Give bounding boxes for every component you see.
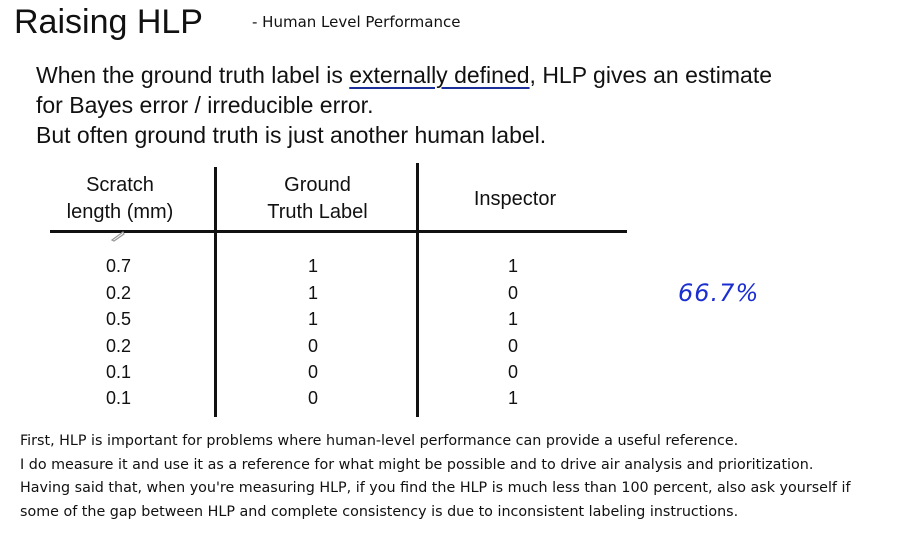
notes-line-1: First, HLP is important for problems whe… bbox=[20, 433, 739, 449]
header-ground-line1: Ground bbox=[284, 174, 351, 196]
cell-inspector: 0 bbox=[508, 362, 519, 382]
cell-ground: 0 bbox=[308, 336, 319, 356]
cell-ground: 1 bbox=[308, 256, 319, 276]
cell-inspector: 1 bbox=[508, 309, 519, 329]
slide-line-1-after: , HLP gives an estimate bbox=[529, 62, 773, 88]
cell-scratch: 0.2 bbox=[106, 283, 132, 303]
cell-ground: 1 bbox=[308, 309, 319, 329]
handwritten-agreement-annotation: 66.7% bbox=[678, 279, 760, 307]
cell-inspector: 1 bbox=[508, 388, 519, 408]
table-divider-2 bbox=[416, 163, 419, 417]
header-scratch-line1: Scratch bbox=[86, 174, 154, 196]
cell-scratch: 0.2 bbox=[106, 336, 132, 356]
cell-ground: 0 bbox=[308, 388, 319, 408]
cell-ground: 0 bbox=[308, 362, 319, 382]
notes-line-2: I do measure it and use it as a referenc… bbox=[20, 456, 814, 473]
cell-inspector: 0 bbox=[508, 336, 519, 356]
header-inspector: Inspector bbox=[473, 188, 557, 210]
transcript-notes: First, HLP is important for problems whe… bbox=[20, 430, 915, 524]
cell-scratch: 0.7 bbox=[106, 256, 132, 276]
pen-mark-icon bbox=[110, 231, 125, 242]
externally-defined-underlined: externally defined bbox=[349, 62, 530, 88]
slide-subtitle: - Human Level Performance bbox=[252, 13, 461, 31]
table-divider-1 bbox=[214, 167, 217, 417]
notes-line-3: Having said that, when you're measuring … bbox=[20, 480, 851, 496]
slide-line-1: When the ground truth label is externall… bbox=[36, 61, 772, 89]
slide-title: Raising HLP bbox=[14, 3, 203, 41]
slide-line-3: But often ground truth is just another h… bbox=[36, 122, 547, 148]
notes-line-4: some of the gap between HLP and complete… bbox=[20, 503, 739, 520]
cell-scratch: 0.5 bbox=[106, 309, 132, 329]
slide-line-2: for Bayes error / irreducible error. bbox=[36, 92, 374, 118]
cell-scratch: 0.1 bbox=[106, 362, 132, 382]
cell-ground: 1 bbox=[308, 283, 319, 303]
header-scratch-line2: length (mm) bbox=[66, 201, 174, 223]
table-header-rule bbox=[50, 230, 627, 233]
cell-inspector: 1 bbox=[508, 256, 519, 276]
slide-line-1-before: When the ground truth label is bbox=[36, 62, 350, 88]
header-ground-line2: Truth Label bbox=[267, 201, 368, 223]
cell-inspector: 0 bbox=[508, 283, 519, 303]
cell-scratch: 0.1 bbox=[106, 388, 132, 408]
